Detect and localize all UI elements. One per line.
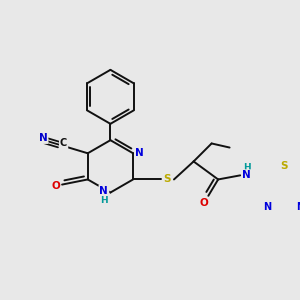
Text: O: O xyxy=(199,198,208,208)
Text: H: H xyxy=(100,196,108,205)
Text: N: N xyxy=(39,133,47,143)
Text: N: N xyxy=(263,202,271,212)
Text: N: N xyxy=(100,186,108,196)
Text: N: N xyxy=(135,148,144,158)
Text: N: N xyxy=(296,202,300,212)
Text: O: O xyxy=(51,181,60,191)
Text: S: S xyxy=(280,161,288,171)
Text: S: S xyxy=(164,174,171,184)
Text: N: N xyxy=(242,170,251,180)
Text: H: H xyxy=(243,163,250,172)
Text: C: C xyxy=(60,138,67,148)
